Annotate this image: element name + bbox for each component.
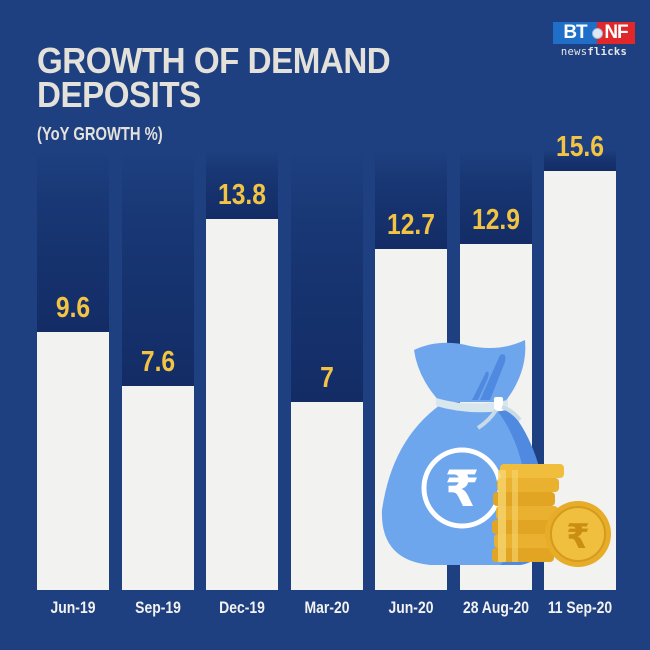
bar — [122, 386, 194, 590]
bar-value-label: 9.6 — [55, 292, 91, 324]
x-axis-label: Dec-19 — [219, 598, 265, 617]
bar-value-label: 7.6 — [140, 346, 176, 378]
x-axis-label: 28 Aug-20 — [462, 598, 530, 617]
x-axis-label: Sep-19 — [135, 598, 181, 617]
x-axis-label: Mar-20 — [304, 598, 350, 617]
bar-value-label: 12.9 — [472, 204, 520, 236]
x-axis-label: 11 Sep-20 — [547, 598, 613, 617]
bar — [37, 332, 109, 590]
bar-value-label: 7 — [320, 362, 334, 394]
bar-column-bg — [291, 150, 363, 402]
btnf-logo: BT NF newsflicks — [553, 22, 635, 58]
bar — [375, 249, 447, 590]
bar-column-bg — [375, 150, 447, 249]
bar — [291, 402, 363, 590]
bar — [206, 219, 278, 590]
bar — [460, 244, 532, 590]
bar-column-bg — [460, 150, 532, 244]
globe-icon — [592, 28, 603, 39]
bar — [544, 171, 616, 590]
bar-value-label: 13.8 — [218, 179, 266, 211]
bar-column-bg — [206, 150, 278, 219]
bar-column-bg — [122, 150, 194, 386]
logo-nf: NF — [597, 22, 635, 44]
logo-bt: BT — [553, 22, 603, 44]
bar-value-label: 12.7 — [387, 209, 435, 241]
bar-value-label: 15.6 — [556, 131, 604, 163]
x-axis-label: Jun-20 — [388, 598, 434, 617]
bar-column-bg — [544, 150, 616, 171]
chart-subtitle: (YoY GROWTH %) — [37, 124, 163, 144]
bar-column-bg — [37, 150, 109, 332]
chart-title: GROWTH OF DEMAND DEPOSITS — [37, 40, 391, 115]
logo-newsflicks: newsflicks — [560, 46, 628, 58]
x-axis-label: Jun-19 — [50, 598, 96, 617]
